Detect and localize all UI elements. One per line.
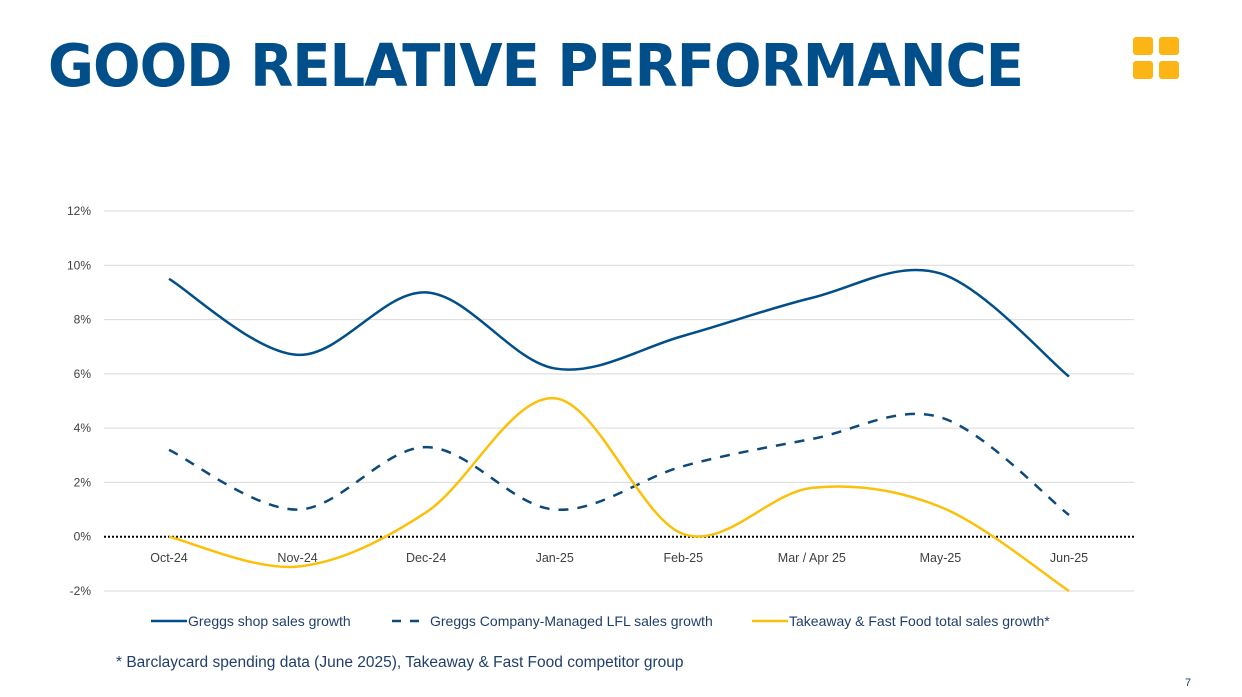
y-tick-label: 8% <box>74 313 92 327</box>
x-tick-label: Jan-25 <box>536 551 574 565</box>
x-tick-label: Oct-24 <box>150 551 188 565</box>
greggs-logo-icon <box>1133 37 1181 80</box>
x-tick-label: May-25 <box>920 551 962 565</box>
footnote: * Barclaycard spending data (June 2025),… <box>116 654 684 671</box>
y-tick-label: 10% <box>67 258 91 272</box>
series-line <box>168 268 1070 378</box>
legend-label: Greggs Company-Managed LFL sales growth <box>430 613 713 629</box>
y-tick-label: 2% <box>74 475 92 489</box>
y-tick-label: 6% <box>74 367 92 381</box>
x-tick-label: Nov-24 <box>277 551 317 565</box>
x-tick-label: Jun-25 <box>1050 551 1088 565</box>
series-line <box>168 412 1070 516</box>
legend-label: Greggs shop sales growth <box>188 613 351 629</box>
y-tick-label: 4% <box>74 421 92 435</box>
x-tick-label: Dec-24 <box>406 551 446 565</box>
y-tick-label: 12% <box>67 204 91 218</box>
x-tick-label: Mar / Apr 25 <box>778 551 846 565</box>
page-number: 7 <box>1185 677 1192 689</box>
x-tick-label: Feb-25 <box>663 551 703 565</box>
legend-label: Takeaway & Fast Food total sales growth* <box>789 613 1050 629</box>
page-title: GOOD RELATIVE PERFORMANCE <box>48 32 1024 101</box>
y-tick-label: -2% <box>70 584 92 598</box>
series-line <box>168 397 1070 593</box>
y-tick-label: 0% <box>74 530 92 544</box>
